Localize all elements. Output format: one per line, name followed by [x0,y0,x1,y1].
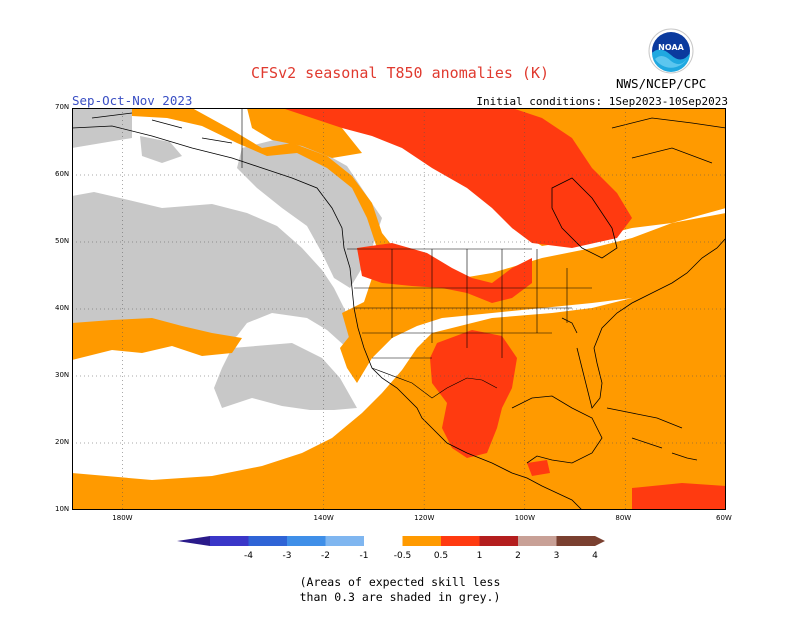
skill-note-line2: than 0.3 are shaded in grey.) [299,590,501,604]
legend-bin [518,536,557,546]
lat-label: 70N [55,103,70,111]
color-legend: -4 -3 -2 -1 -0.5 0.5 1 2 3 4 [177,536,605,561]
legend-tick-label: -0.5 [394,551,412,561]
legend-tick-label: -2 [321,551,330,561]
gridlines [72,108,726,510]
legend-bin [441,536,480,546]
anomaly-map [72,108,726,510]
political-borders [241,108,592,399]
initial-conditions: Initial conditions: 1Sep2023-10Sep2023 [476,95,728,108]
lat-label: 50N [55,237,70,245]
lon-label: 120W [414,514,435,522]
skill-note: (Areas of expected skill less than 0.3 a… [0,575,800,605]
legend-tick-label: -3 [283,551,292,561]
map-border [72,108,726,510]
chart-title: CFSv2 seasonal T850 anomalies (K) [250,64,549,82]
legend-arrow-left [177,536,210,546]
season-label: Sep-Oct-Nov 2023 [72,93,193,108]
legend-arrow-right [595,536,605,546]
legend-bin [287,536,326,546]
logo-text: NOAA [658,43,684,52]
legend-bin [479,536,518,546]
legend-bin [248,536,287,546]
anomaly-orange-regions [72,108,726,510]
skill-note-line1: (Areas of expected skill less [299,575,501,589]
lon-label: 60W [716,514,732,522]
noaa-logo: NOAA [648,28,694,74]
legend-tick-label: 2 [515,551,521,561]
legend-tick-label: -4 [244,551,253,561]
lon-label: 180W [112,514,133,522]
lat-label: 60N [55,170,70,178]
legend-bin [325,536,364,546]
lon-label: 140W [313,514,334,522]
lon-label: 100W [514,514,536,522]
legend-bin [364,536,403,546]
legend-bin [556,536,595,546]
legend-tick-label: 0.5 [434,551,448,561]
legend-tick-label: -1 [360,551,369,561]
coastlines [72,112,726,510]
lon-label: 80W [615,514,632,522]
legend-tick-label: 4 [592,551,598,561]
legend-tick-label: 1 [477,551,483,561]
agency-label: NWS/NCEP/CPC [616,76,707,91]
lat-label: 40N [55,304,70,312]
legend-tick-label: 3 [554,551,560,561]
legend-bin [210,536,249,546]
lat-label: 30N [55,371,70,379]
legend-bin [402,536,441,546]
lat-label: 10N [55,505,70,513]
lat-label: 20N [55,438,70,446]
